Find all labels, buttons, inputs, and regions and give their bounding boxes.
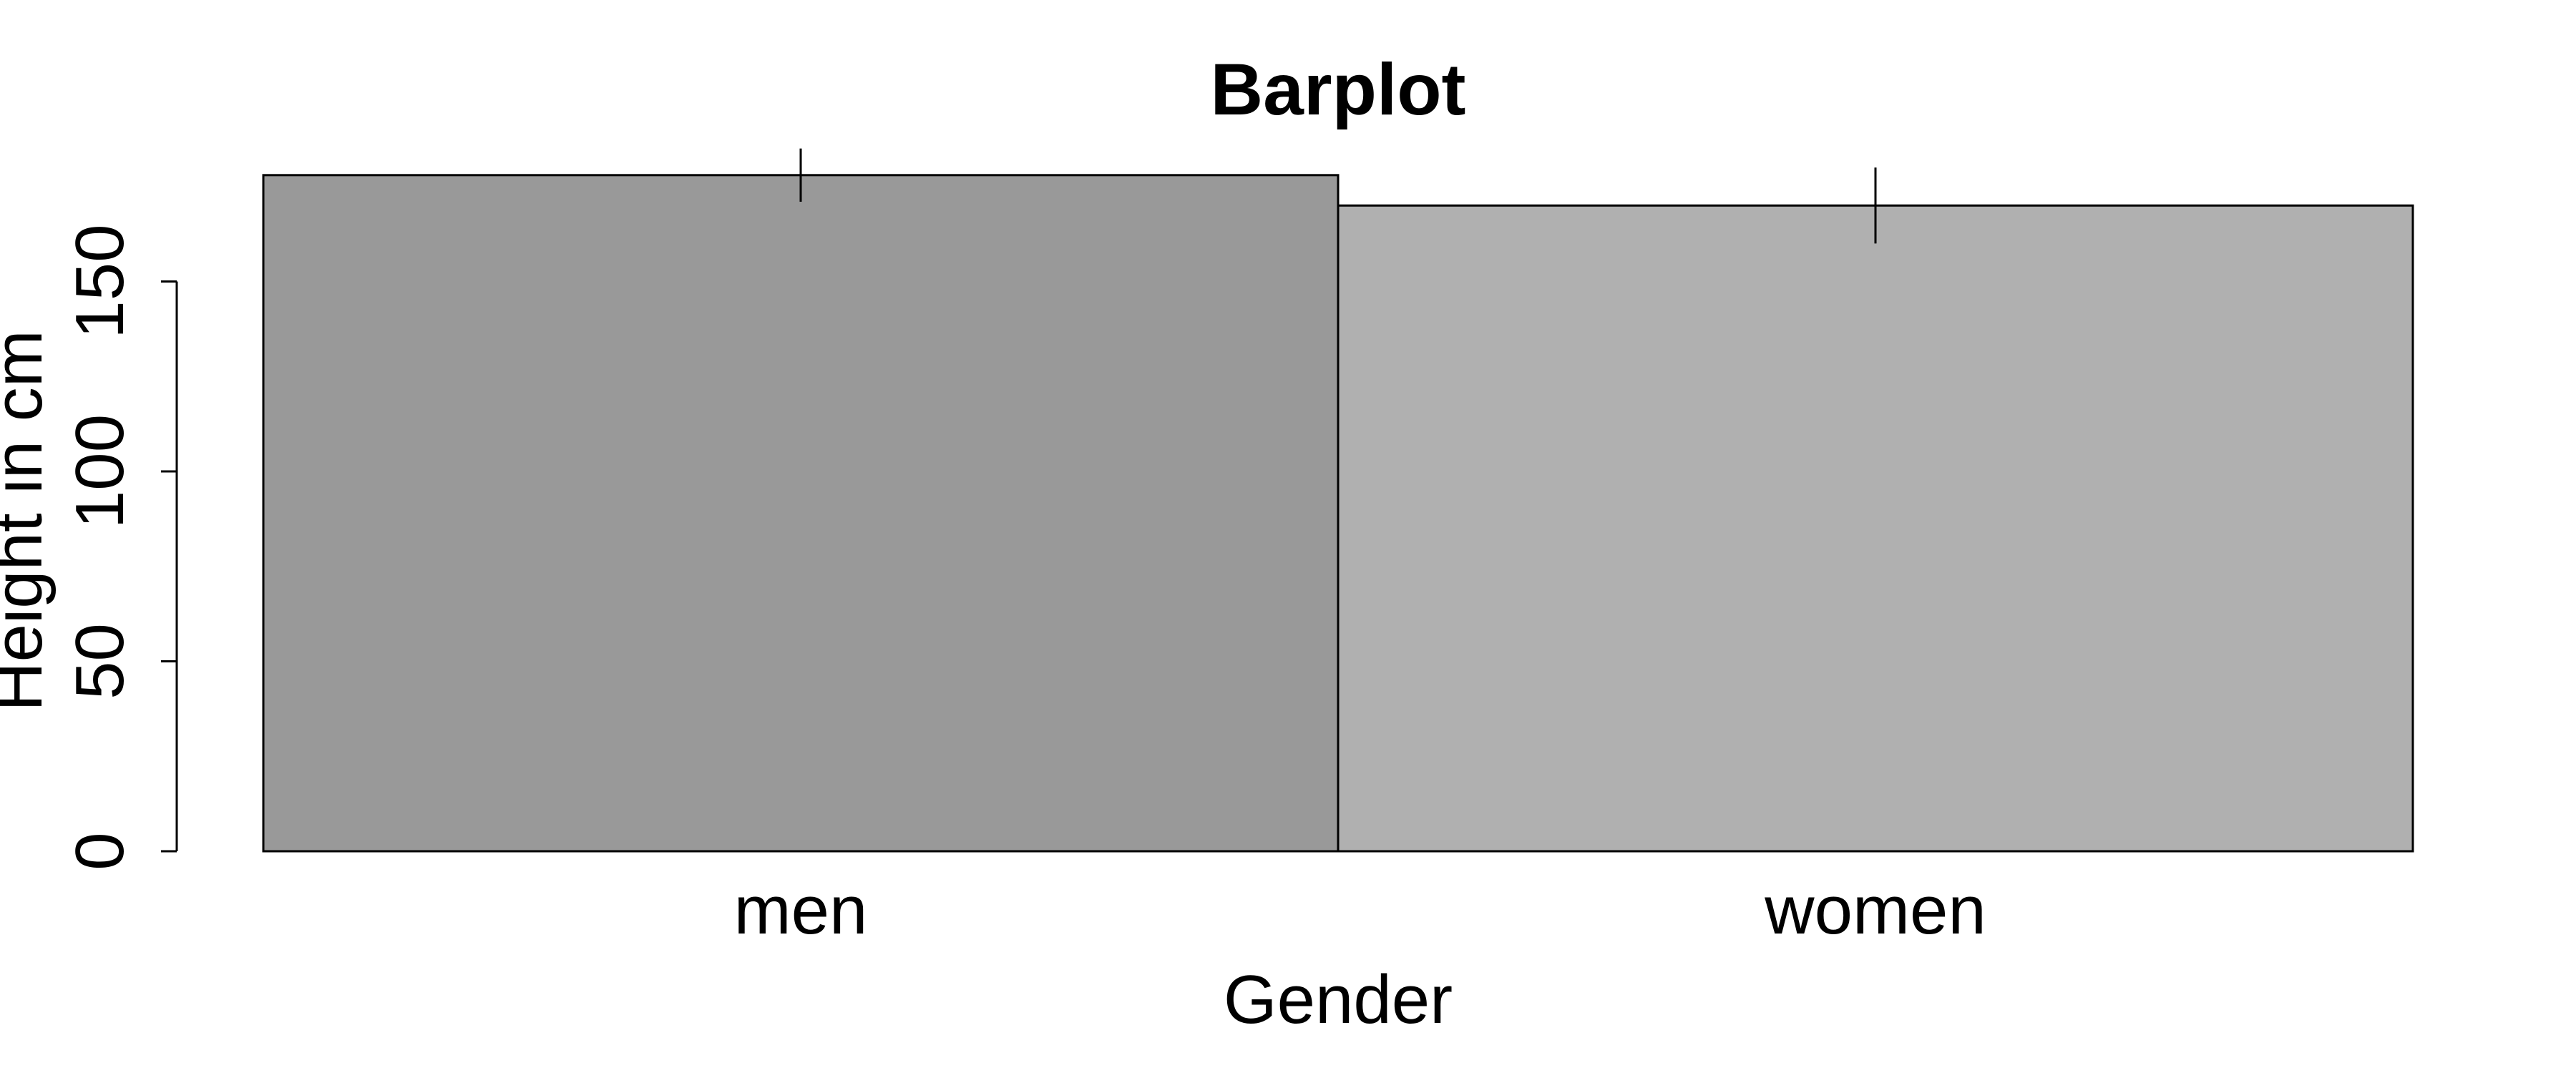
y-tick-label-50: 50 [62,623,138,700]
y-tick-label-150: 150 [62,224,138,338]
y-axis-label: Height in cm [0,330,57,712]
bar-women [1337,204,2414,853]
bar-men [262,174,1340,853]
bars-group [262,174,2414,853]
chart-title: Barplot [1211,49,1466,130]
y-tick-label-100: 100 [62,414,138,529]
x-tick-labels-group: men women [734,872,1986,949]
x-axis-label: Gender [1224,961,1453,1038]
x-tick-label-men: men [734,872,868,949]
y-tick-label-0: 0 [62,832,138,870]
x-tick-label-women: women [1764,872,1986,949]
error-bars-group [799,148,1877,244]
y-ticks-group: 0 50 100 150 [62,224,177,871]
